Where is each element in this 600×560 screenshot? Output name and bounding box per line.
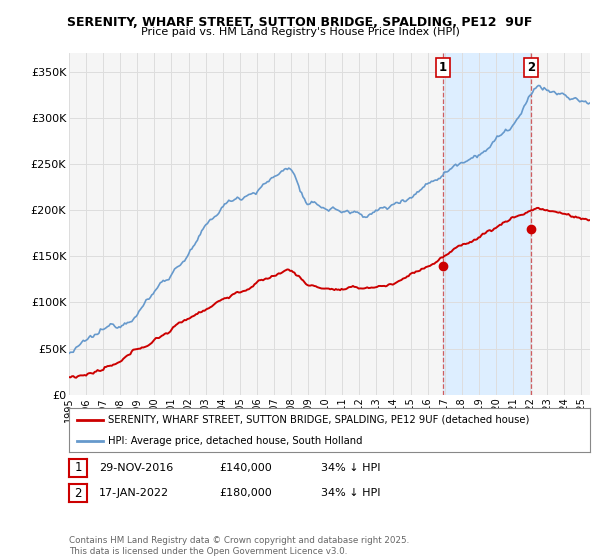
Bar: [443, 53, 531, 395]
Text: Contains HM Land Registry data © Crown copyright and database right 2025.
This d: Contains HM Land Registry data © Crown c…: [69, 536, 409, 556]
Text: Price paid vs. HM Land Registry's House Price Index (HPI): Price paid vs. HM Land Registry's House …: [140, 27, 460, 37]
Text: 17-JAN-2022: 17-JAN-2022: [99, 488, 169, 498]
Text: SERENITY, WHARF STREET, SUTTON BRIDGE, SPALDING, PE12 9UF (detached house): SERENITY, WHARF STREET, SUTTON BRIDGE, S…: [108, 415, 529, 425]
Text: 34% ↓ HPI: 34% ↓ HPI: [321, 488, 380, 498]
Text: 2: 2: [74, 487, 82, 500]
Text: £180,000: £180,000: [219, 488, 272, 498]
Text: SERENITY, WHARF STREET, SUTTON BRIDGE, SPALDING, PE12  9UF: SERENITY, WHARF STREET, SUTTON BRIDGE, S…: [67, 16, 533, 29]
Text: 34% ↓ HPI: 34% ↓ HPI: [321, 463, 380, 473]
Text: 29-NOV-2016: 29-NOV-2016: [99, 463, 173, 473]
Text: £140,000: £140,000: [219, 463, 272, 473]
Text: 2: 2: [527, 60, 535, 73]
Text: 1: 1: [439, 60, 447, 73]
Text: 1: 1: [74, 461, 82, 474]
Text: HPI: Average price, detached house, South Holland: HPI: Average price, detached house, Sout…: [108, 436, 362, 446]
